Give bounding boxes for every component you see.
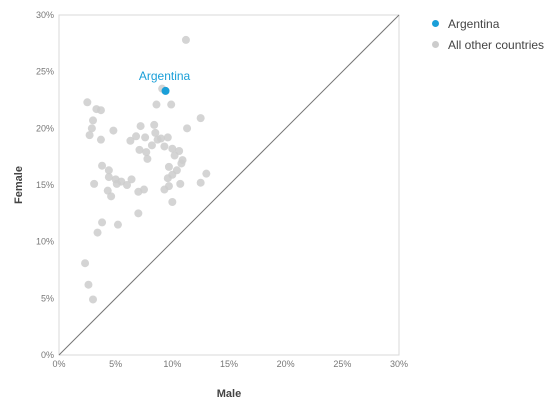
legend-label-others: All other countries — [448, 37, 545, 52]
data-point-other[interactable] — [89, 116, 97, 125]
highlight-label: Argentina — [139, 69, 191, 83]
data-point-other[interactable] — [152, 100, 161, 109]
data-point-other[interactable] — [98, 218, 107, 227]
data-point-other[interactable] — [135, 145, 144, 154]
highlight-group: Argentina — [139, 69, 191, 95]
y-tick-labels: 0% 5% 10% 15% 20% 25% 30% — [36, 10, 54, 360]
data-point-other[interactable] — [96, 106, 105, 115]
y-axis-title: Female — [13, 166, 25, 204]
data-point-other[interactable] — [168, 198, 177, 206]
x-tick-label: 15% — [220, 359, 238, 369]
data-point-other[interactable] — [163, 133, 172, 142]
x-tick-label: 20% — [277, 359, 295, 369]
x-tick-label: 0% — [52, 359, 65, 369]
data-point-other[interactable] — [84, 280, 93, 289]
data-point-other[interactable] — [136, 122, 145, 131]
data-point-other[interactable] — [85, 131, 94, 140]
data-point-other[interactable] — [150, 120, 159, 129]
data-point-other[interactable] — [202, 169, 211, 178]
data-point-other[interactable] — [87, 124, 96, 133]
data-point-other[interactable] — [176, 179, 185, 188]
data-point-other[interactable] — [127, 175, 136, 184]
data-point-other[interactable] — [81, 259, 90, 268]
x-axis-title: Male — [217, 388, 241, 400]
data-point-other[interactable] — [141, 133, 150, 142]
x-tick-label: 25% — [333, 359, 351, 369]
data-point-other[interactable] — [177, 159, 186, 168]
data-point-other[interactable] — [196, 178, 205, 187]
x-tick-label: 5% — [109, 359, 122, 369]
data-point-other[interactable] — [160, 185, 169, 194]
data-point-other[interactable] — [83, 98, 92, 107]
data-point-other[interactable] — [160, 142, 169, 151]
x-tick-label: 30% — [390, 359, 408, 369]
data-point-other[interactable] — [104, 166, 113, 175]
y-tick-label: 5% — [41, 293, 54, 303]
y-tick-label: 0% — [41, 350, 54, 360]
legend-dot-highlight — [432, 20, 439, 27]
data-point-other[interactable] — [107, 192, 116, 201]
x-tick-labels: 0% 5% 10% 15% 20% 25% 30% — [52, 359, 408, 369]
data-point-other[interactable] — [109, 126, 118, 135]
legend-item-others[interactable]: All other countries — [432, 34, 544, 55]
data-point-other[interactable] — [126, 136, 135, 145]
data-point-other[interactable] — [113, 220, 122, 229]
data-point-other[interactable] — [143, 154, 152, 163]
data-point-other[interactable] — [134, 209, 143, 218]
data-point-other[interactable] — [96, 135, 105, 144]
data-point-highlight[interactable] — [161, 86, 170, 95]
legend-dot-others — [432, 41, 439, 48]
data-point-other[interactable] — [112, 179, 121, 188]
data-point-other[interactable] — [89, 295, 97, 304]
data-point-other[interactable] — [104, 173, 113, 182]
data-point-other[interactable] — [181, 35, 190, 44]
data-point-other[interactable] — [164, 162, 173, 171]
y-tick-label: 30% — [36, 10, 54, 20]
data-point-other[interactable] — [183, 124, 192, 133]
y-tick-label: 10% — [36, 237, 54, 247]
data-point-other[interactable] — [90, 179, 99, 188]
data-point-other[interactable] — [123, 181, 131, 189]
data-point-other[interactable] — [134, 187, 143, 196]
y-tick-label: 20% — [36, 123, 54, 133]
data-point-other[interactable] — [151, 128, 160, 137]
data-point-other[interactable] — [93, 228, 102, 237]
data-point-other[interactable] — [168, 144, 177, 153]
data-point-other[interactable] — [157, 134, 165, 143]
y-tick-label: 15% — [36, 180, 54, 190]
data-point-other[interactable] — [147, 141, 156, 150]
data-point-other[interactable] — [170, 151, 179, 160]
other-countries-points — [81, 35, 211, 304]
data-point-other[interactable] — [163, 174, 172, 183]
x-tick-label: 10% — [163, 359, 181, 369]
legend: Argentina All other countries — [432, 13, 544, 55]
y-tick-label: 25% — [36, 67, 54, 77]
data-point-other[interactable] — [142, 148, 151, 157]
data-point-other[interactable] — [167, 100, 176, 109]
data-point-other[interactable] — [196, 114, 205, 123]
legend-label-highlight: Argentina — [448, 16, 500, 31]
legend-item-highlight[interactable]: Argentina — [432, 13, 544, 34]
data-point-other[interactable] — [98, 161, 107, 170]
equality-line — [58, 14, 400, 356]
data-point-other[interactable] — [132, 132, 141, 141]
